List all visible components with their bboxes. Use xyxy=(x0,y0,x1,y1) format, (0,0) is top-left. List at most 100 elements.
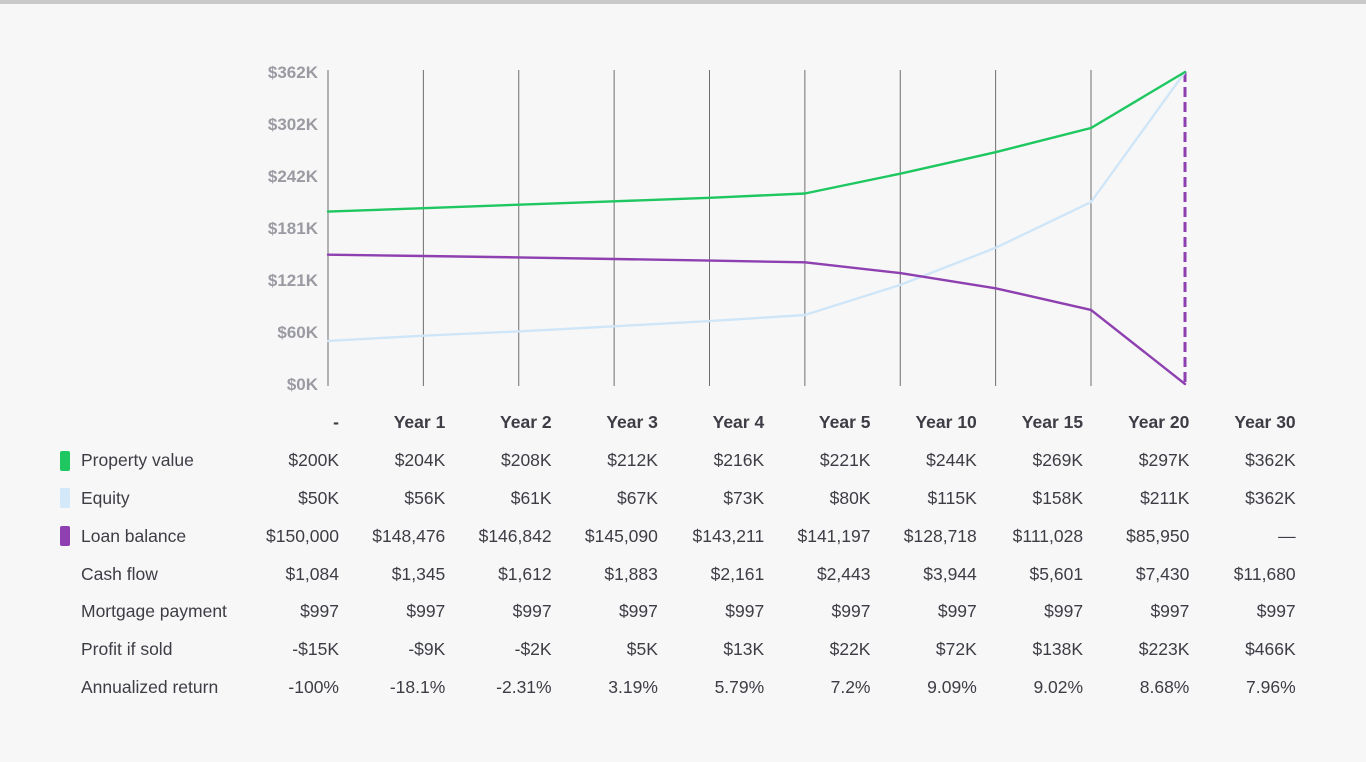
table-cell: $5K xyxy=(626,639,658,660)
table-cell: -$9K xyxy=(408,639,446,660)
table-cell: $1,084 xyxy=(285,563,339,584)
legend-swatch-cell xyxy=(0,669,81,707)
table-cell: $362K xyxy=(1245,450,1296,471)
table-cell: -$15K xyxy=(292,639,339,660)
series-line-equity xyxy=(326,70,1187,343)
y-tick-label: $121K xyxy=(268,271,319,290)
table-row: Profit if sold -$15K -$9K -$2K $5K $13K $22K $7… xyxy=(0,631,1296,669)
table-row: Cash flow $1,084 $1,345 $1,612 $1,883 $2,161 $… xyxy=(0,555,1296,593)
series-line-loan-balance xyxy=(326,253,1187,386)
table-cell: $3,944 xyxy=(923,563,977,584)
table-cell: $212K xyxy=(607,450,658,471)
y-tick-label: $0K xyxy=(287,375,319,394)
column-header: Year 3 xyxy=(606,412,658,433)
table-cell: $204K xyxy=(394,450,446,471)
row-label: Profit if sold xyxy=(81,639,173,660)
table-cell: $85,950 xyxy=(1126,525,1190,546)
table-cell: $269K xyxy=(1032,450,1084,471)
legend-swatch-cell xyxy=(0,555,81,593)
table-cell: $997 xyxy=(512,601,552,622)
table-cell: $1,612 xyxy=(498,563,552,584)
table-cell: $72K xyxy=(935,639,977,660)
column-header: Year 2 xyxy=(500,412,552,433)
table-cell: -2.31% xyxy=(496,676,552,697)
row-label: Cash flow xyxy=(81,563,158,584)
table-cell: $997 xyxy=(1256,601,1296,622)
table-cell: $221K xyxy=(819,450,871,471)
legend-swatch-cell xyxy=(0,480,81,518)
column-header: Year 20 xyxy=(1128,412,1190,433)
table-cell: $128,718 xyxy=(903,525,977,546)
table-cell: $208K xyxy=(500,450,552,471)
table-cell: $56K xyxy=(404,487,446,508)
table-header-row: - Year 1 Year 2 Year 3 Year 4 Year 5 Yea… xyxy=(0,404,1296,442)
table-cell: $1,345 xyxy=(391,563,446,584)
y-tick-label: $362K xyxy=(268,63,319,82)
chart-area: $0K $60K $121K $181K $242K $302K $362K xyxy=(268,63,1187,394)
table-cell: $61K xyxy=(510,487,552,508)
table-cell: $997 xyxy=(725,601,765,622)
table-cell: $5,601 xyxy=(1029,563,1084,584)
y-tick-label: $302K xyxy=(268,115,319,134)
table-cell: $11,680 xyxy=(1233,563,1296,584)
table-cell: $115K xyxy=(927,487,977,508)
row-label: Equity xyxy=(81,487,130,508)
row-label: Loan balance xyxy=(81,525,187,546)
table-cell: -18.1% xyxy=(389,676,446,697)
projection-table: - Year 1 Year 2 Year 3 Year 4 Year 5 Yea… xyxy=(0,404,1296,706)
table-cell: $997 xyxy=(406,601,446,622)
legend-swatch-cell xyxy=(0,442,81,480)
table-row: Property value $200K $204K $208K $212K $216K $… xyxy=(0,442,1296,480)
table-cell: $111,028 xyxy=(1012,525,1084,546)
table-cell: — xyxy=(1278,525,1296,546)
column-header: Year 4 xyxy=(712,412,765,433)
table-cell: $148,476 xyxy=(372,525,446,546)
table-cell: $143,211 xyxy=(692,525,765,546)
table-cell: $466K xyxy=(1245,639,1296,660)
header-spacer xyxy=(0,404,81,442)
table-cell: $22K xyxy=(829,639,871,660)
table-cell: $50K xyxy=(298,487,339,508)
column-header: Year 30 xyxy=(1234,412,1296,433)
column-header: Year 15 xyxy=(1021,412,1084,433)
table-cell: 8.68% xyxy=(1139,676,1190,697)
row-label: Property value xyxy=(81,450,194,471)
table-cell: $216K xyxy=(713,450,765,471)
y-tick-label: $60K xyxy=(277,323,318,342)
table-cell: $997 xyxy=(300,601,339,622)
legend-swatch xyxy=(60,526,70,547)
table-cell: $2,443 xyxy=(816,563,871,584)
legend-swatch-cell xyxy=(0,517,81,555)
legend-swatch xyxy=(60,450,70,471)
table-cell: $223K xyxy=(1138,639,1190,660)
table-cell: $2,161 xyxy=(710,563,765,584)
table-cell: 9.02% xyxy=(1033,676,1084,697)
line-chart: $0K $60K $121K $181K $242K $302K $362K xyxy=(268,63,1187,394)
table-cell: $244K xyxy=(926,450,977,471)
column-header: Year 1 xyxy=(393,412,446,433)
legend-swatch-cell xyxy=(0,593,81,631)
table-cell: $997 xyxy=(618,601,658,622)
table-cell: $80K xyxy=(829,487,871,508)
table-row: Mortgage payment $997 $997 $997 $997 $997 $997… xyxy=(0,593,1296,631)
table-cell: $73K xyxy=(723,487,765,508)
table-cell: $997 xyxy=(1044,601,1084,622)
row-label: Mortgage payment xyxy=(81,601,227,622)
table-cell: $1,883 xyxy=(604,563,658,584)
table-cell: $67K xyxy=(617,487,658,508)
table-cell: $141,197 xyxy=(797,525,871,546)
row-label: Annualized return xyxy=(81,676,219,697)
table-cell: $13K xyxy=(723,639,765,660)
table-cell: $211K xyxy=(1140,487,1190,508)
table-cell: $150,000 xyxy=(266,525,339,546)
header-label-spacer xyxy=(81,404,264,442)
table-cell: $145,090 xyxy=(584,525,658,546)
table-cell: $997 xyxy=(831,601,871,622)
table-cell: $138K xyxy=(1032,639,1084,660)
series-line-property-value xyxy=(326,70,1187,213)
column-header: Year 5 xyxy=(818,412,871,433)
column-header: Year 10 xyxy=(915,412,977,433)
table-cell: 5.79% xyxy=(714,676,765,697)
column-header: - xyxy=(333,412,339,433)
table-cell: $997 xyxy=(1150,601,1190,622)
